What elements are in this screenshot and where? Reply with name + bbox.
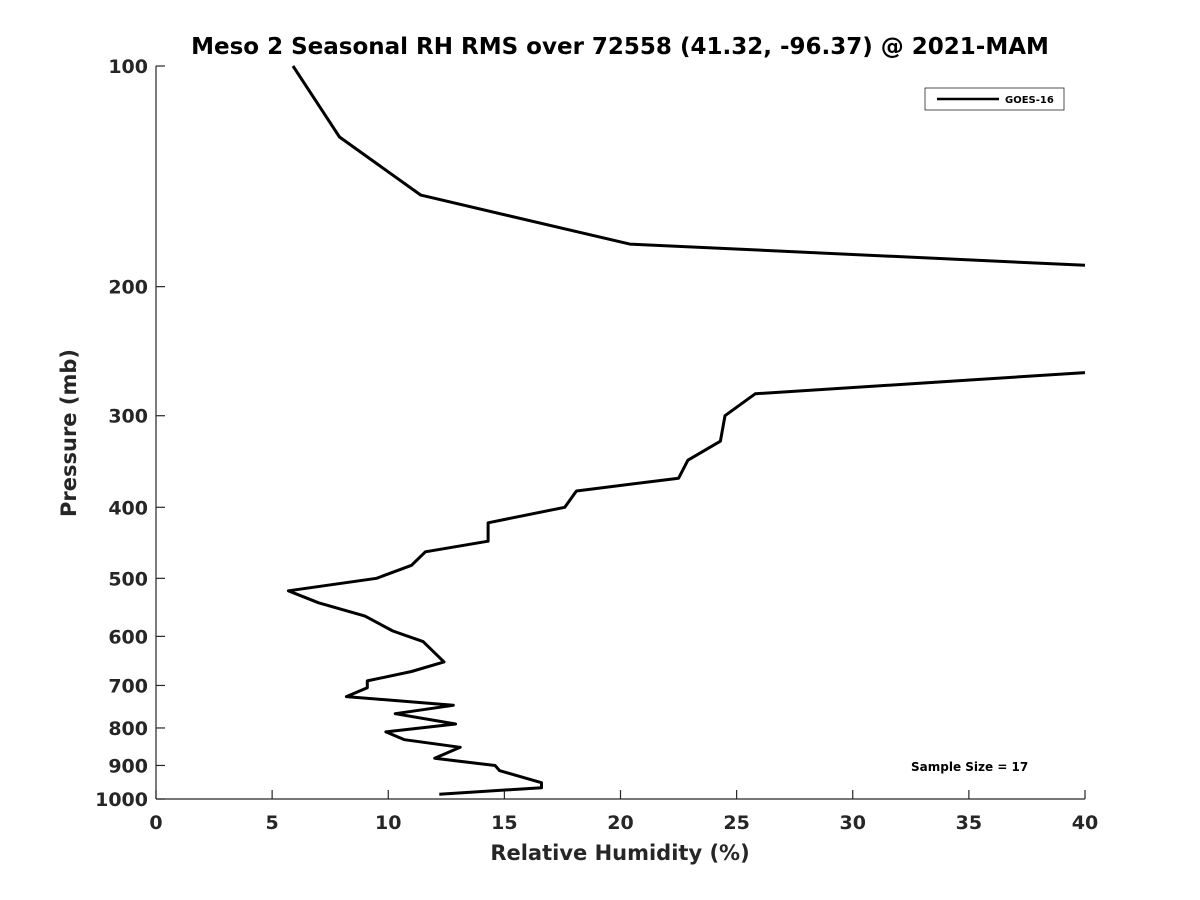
y-tick-label: 500 [108,568,148,590]
y-ticks: 100 200 300 400 500 600 700 800 900 1000 [95,56,165,811]
y-tick-label: 800 [108,718,148,740]
y-tick-label: 700 [108,675,148,697]
y-tick-label: 1000 [95,789,148,811]
x-ticks: 0 5 10 15 20 25 30 35 40 [149,790,1098,834]
x-tick-label: 25 [723,812,749,834]
series-layer [286,65,1086,796]
x-tick-label: 20 [607,812,633,834]
y-tick-label: 400 [108,497,148,519]
series-line-goes-16 [291,65,1086,267]
y-axis-label: Pressure (mb) [57,349,81,517]
series-line-goes-16 [286,371,1086,796]
x-tick-label: 30 [840,812,866,834]
y-tick-label: 100 [108,56,148,78]
legend: GOES-16 [924,87,1065,111]
x-tick-label: 5 [266,812,279,834]
x-tick-label: 35 [956,812,982,834]
x-tick-label: 40 [1072,812,1098,834]
y-tick-label: 300 [108,406,148,428]
y-tick-label: 200 [108,277,148,299]
x-tick-label: 0 [149,812,162,834]
x-tick-label: 15 [491,812,517,834]
x-axis-label: Relative Humidity (%) [490,841,749,865]
x-tick-label: 10 [375,812,401,834]
y-tick-label: 600 [108,626,148,648]
chart-title: Meso 2 Seasonal RH RMS over 72558 (41.32… [191,34,1049,60]
sample-size-annotation: Sample Size = 17 [911,760,1028,774]
y-tick-label: 900 [108,755,148,777]
legend-label: GOES-16 [1005,95,1054,106]
